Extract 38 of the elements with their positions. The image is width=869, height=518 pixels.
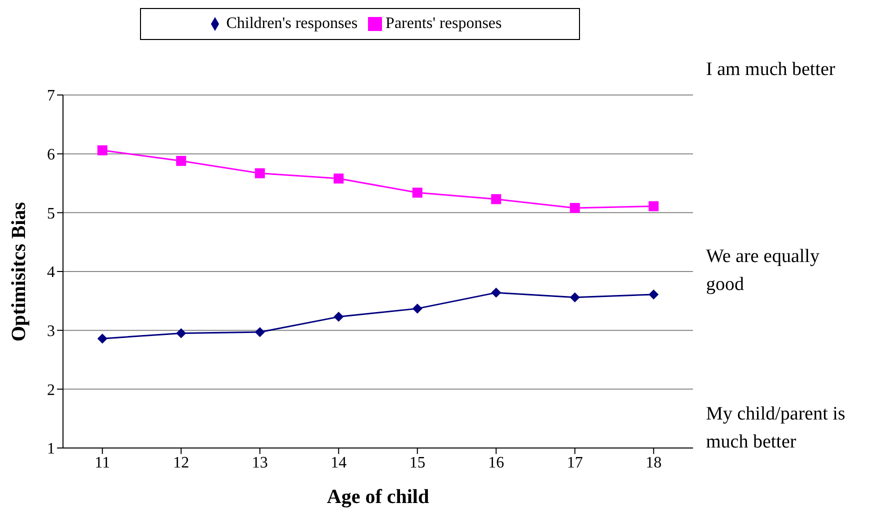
text: My child/parent is much better [706, 402, 846, 454]
point [412, 188, 422, 198]
point [491, 194, 502, 204]
point [97, 334, 108, 344]
x-tick-label: 15 [409, 454, 426, 472]
point [334, 312, 344, 322]
point [648, 289, 659, 300]
y-tick-label: 6 [47, 146, 55, 164]
x-tick-label: 13 [252, 454, 268, 472]
y-tick-label: 5 [47, 205, 55, 222]
point [648, 201, 659, 212]
x-tick-label: 18 [646, 454, 662, 472]
y-tick-label: 3 [47, 323, 55, 340]
point [334, 174, 344, 184]
point [97, 145, 108, 156]
point [254, 168, 265, 178]
point [412, 304, 422, 314]
point [491, 288, 502, 298]
legend-label: Children's responses [226, 15, 358, 32]
point [254, 327, 265, 338]
legend-label: Parents' responses [386, 15, 502, 32]
x-axis-title: Age of child [326, 486, 430, 508]
point [570, 292, 580, 302]
y-tick-label: 1 [47, 440, 55, 458]
y-tick-label: 7 [47, 88, 55, 105]
y-axis-title: Optimisitcs Bias [8, 202, 30, 342]
x-tick-label: 11 [94, 454, 110, 472]
x-tick-label: 12 [173, 454, 190, 472]
y-tick-label: 2 [47, 382, 55, 399]
x-tick-label: 14 [330, 454, 347, 472]
y-tick-label: 4 [47, 264, 55, 282]
point [570, 202, 580, 213]
point [176, 156, 186, 166]
point [176, 328, 186, 338]
text: We are equally good [706, 244, 820, 296]
text: I am much better [706, 58, 836, 82]
x-tick-label: 17 [566, 454, 583, 472]
x-tick-label: 16 [488, 454, 504, 472]
